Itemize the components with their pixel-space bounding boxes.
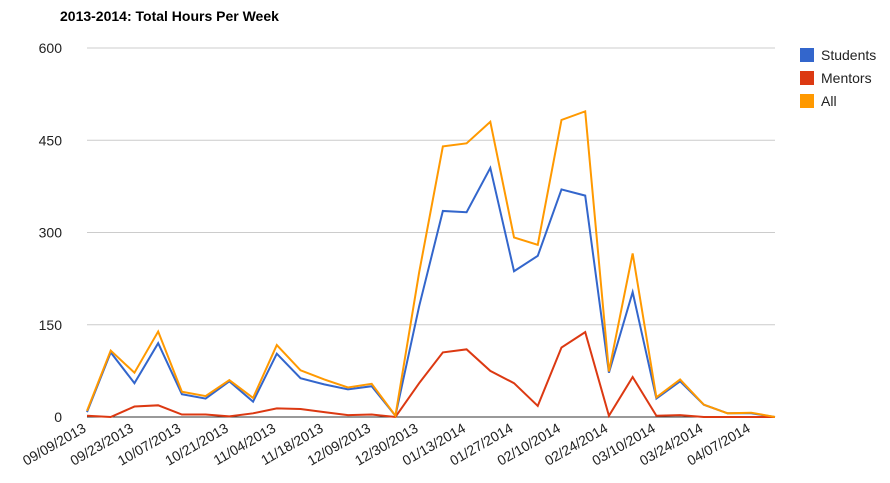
legend-swatch — [800, 48, 814, 62]
chart-title: 2013-2014: Total Hours Per Week — [60, 8, 279, 24]
y-tick-label: 600 — [39, 40, 63, 56]
legend-label: Mentors — [821, 70, 872, 86]
legend-label: All — [821, 93, 837, 109]
legend-swatch — [800, 94, 814, 108]
y-tick-label: 150 — [39, 317, 63, 333]
series-line — [86, 330, 775, 419]
y-tick-label: 0 — [54, 409, 62, 425]
legend-label: Students — [821, 47, 876, 63]
series-line — [86, 109, 776, 419]
series-line — [86, 165, 776, 419]
y-tick-label: 450 — [39, 132, 63, 148]
y-tick-label: 300 — [39, 225, 63, 241]
legend-swatch — [800, 71, 814, 85]
